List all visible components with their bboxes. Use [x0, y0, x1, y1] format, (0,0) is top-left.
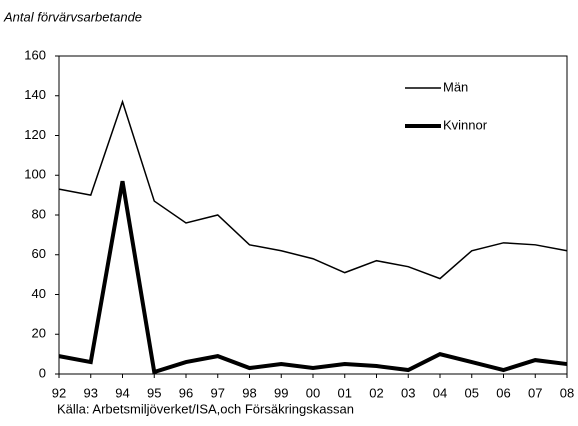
x-tick-label: 05	[465, 385, 479, 400]
x-tick-label: 98	[242, 385, 256, 400]
y-tick-label: 160	[24, 47, 46, 62]
legend-label: Män	[443, 79, 468, 94]
y-tick-label: 20	[32, 326, 46, 341]
y-tick-label: 0	[39, 365, 46, 380]
x-tick-label: 93	[84, 385, 98, 400]
legend-label: Kvinnor	[443, 117, 488, 132]
y-tick-label: 100	[24, 167, 46, 182]
x-tick-label: 00	[306, 385, 320, 400]
x-tick-label: 94	[115, 385, 129, 400]
y-tick-label: 80	[32, 206, 46, 221]
x-tick-label: 01	[338, 385, 352, 400]
x-tick-label: 97	[211, 385, 225, 400]
x-tick-label: 07	[528, 385, 542, 400]
chart-title: Antal förvärvsarbetande	[3, 9, 142, 24]
y-tick-label: 40	[32, 286, 46, 301]
x-tick-label: 96	[179, 385, 193, 400]
x-tick-label: 02	[369, 385, 383, 400]
x-tick-label: 04	[433, 385, 447, 400]
x-tick-label: 95	[147, 385, 161, 400]
x-tick-label: 08	[560, 385, 574, 400]
x-tick-label: 92	[52, 385, 66, 400]
x-tick-label: 06	[496, 385, 510, 400]
source-note: Källa: Arbetsmiljöverket/ISA,och Försäkr…	[57, 401, 354, 416]
x-tick-label: 99	[274, 385, 288, 400]
y-tick-label: 60	[32, 246, 46, 261]
plot-frame	[58, 55, 568, 375]
x-tick-label: 03	[401, 385, 415, 400]
series-line	[58, 180, 568, 375]
y-tick-label: 140	[24, 87, 46, 102]
series-line	[58, 99, 568, 280]
y-tick-label: 120	[24, 127, 46, 142]
